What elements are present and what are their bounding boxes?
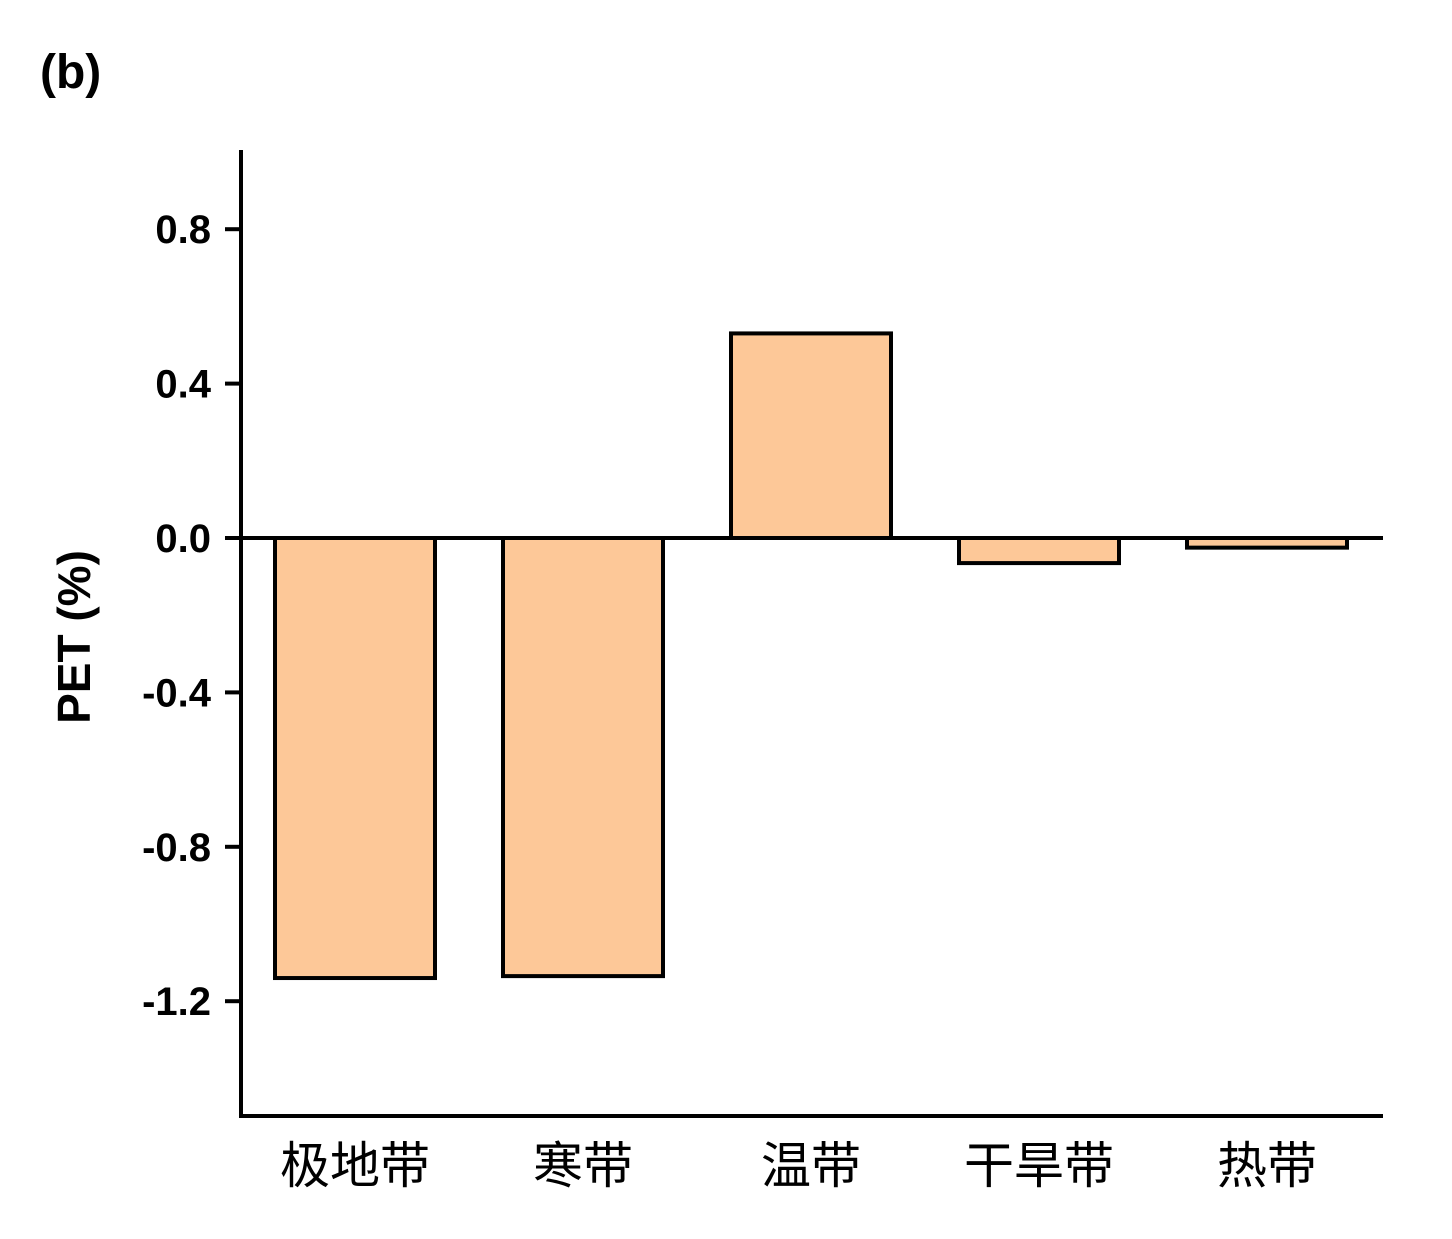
x-category-label: 干旱带 [964,1137,1114,1195]
y-tick-label: 0.4 [155,363,211,407]
bars-group [273,331,1349,981]
y-tick-label: 0.0 [155,517,211,561]
panel-label: (b) [40,46,101,99]
y-tick-label: 0.8 [155,208,211,252]
bar-1 [273,536,437,981]
x-category-label: 寒带 [533,1137,633,1195]
bar-3 [729,331,893,541]
x-category-label: 热带 [1217,1137,1317,1195]
x-axis: 极地带 寒带 温带 干旱带 热带 [239,1114,1383,1195]
y-axis: 0.8 0.4 0.0 -0.4 -0.8 -1.2 [142,150,243,1116]
y-axis-title: PET (%) [48,550,100,724]
x-category-label: 极地带 [280,1137,430,1195]
y-tick-label: -0.8 [142,826,211,870]
bar-4 [957,536,1121,566]
x-category-label: 温带 [761,1137,861,1195]
y-tick-label: -0.4 [142,671,212,715]
bar-2 [501,536,665,979]
y-tick-label: -1.2 [142,980,211,1024]
